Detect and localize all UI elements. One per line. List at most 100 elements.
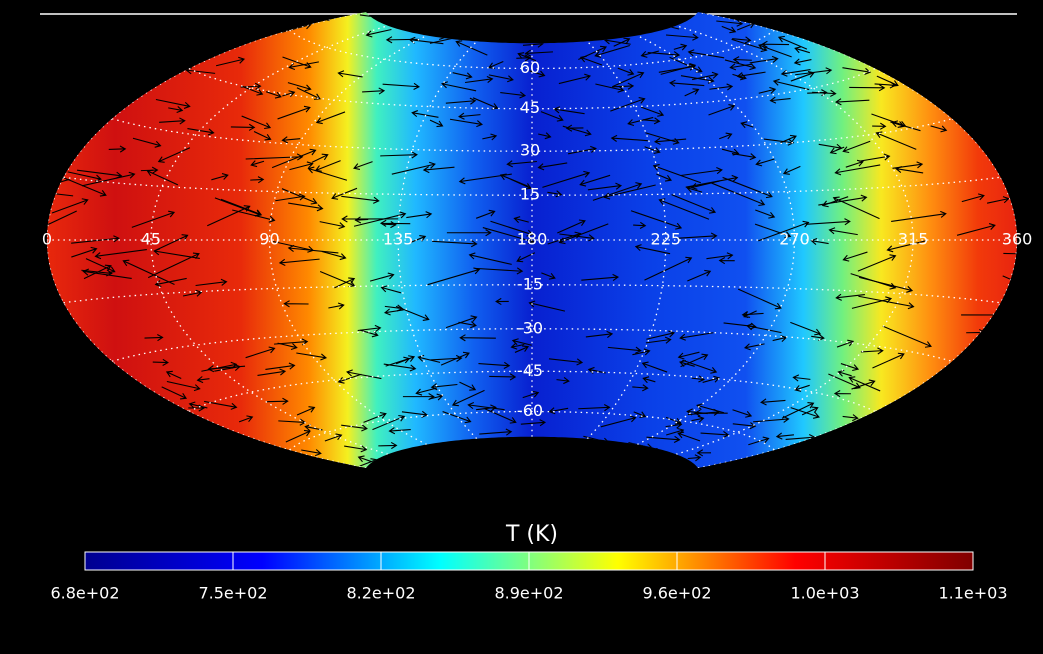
wind-arrow [337,70,363,78]
graticule [46,12,1018,468]
wind-arrow [429,119,444,128]
wind-arrow [395,355,416,365]
wind-arrow [871,113,907,128]
wind-arrow [382,82,421,90]
wind-arrow [489,373,517,381]
map-area [46,12,1018,468]
latitude-label: -45 [517,361,543,380]
wind-arrow [834,98,870,106]
wind-arrow [579,55,603,66]
wind-arrow [195,278,228,287]
wind-arrow [685,174,739,188]
wind-arrow [287,82,312,92]
wind-arrow [422,166,455,174]
wind-arrow [607,346,642,354]
wind-arrow [537,162,568,171]
colorbar-title: T (K) [505,522,558,547]
wind-arrow [711,182,766,207]
wind-arrow [380,151,418,159]
wind-arrow [85,258,116,273]
wind-arrow [886,240,927,253]
wind-arrow [754,223,792,239]
wind-arrow [383,308,404,316]
latitude-label: 30 [520,141,540,160]
wind-arrow [215,56,246,67]
wind-arrow [706,252,734,260]
wind-arrow [716,19,744,27]
wind-arrow [777,35,808,50]
wind-arrow [818,194,868,206]
wind-arrow [289,161,314,171]
wind-arrow [595,83,625,93]
wind-arrow [641,361,668,373]
wind-arrow [781,402,815,419]
wind-arrow [165,370,182,380]
wind-arrow [676,232,718,240]
wind-arrow [384,304,404,312]
wind-arrow [281,136,301,144]
longitude-label: 315 [898,230,929,249]
wind-arrow [673,43,688,51]
wind-arrow [780,134,797,144]
longitude-label: 360 [1002,230,1033,249]
wind-arrow [848,376,881,392]
wind-arrow [592,182,643,201]
wind-arrow [769,96,791,104]
wind-arrow [656,173,672,182]
wind-arrow [277,105,311,120]
wind-arrow [986,196,1010,204]
wind-arrow [647,51,681,59]
wind-arrow [665,33,699,41]
longitude-label: 45 [141,230,161,249]
wind-arrow [758,86,777,94]
wind-arrow [748,436,770,446]
wind-arrow [656,21,680,30]
wind-arrow [459,334,496,342]
wind-arrow [640,50,660,58]
wind-arrow [721,25,737,34]
wind-arrow [500,91,527,99]
wind-arrow [557,219,586,234]
wind-arrow [687,454,702,462]
wind-arrow [956,223,996,236]
wind-arrow [665,421,683,429]
wind-arrow [775,432,795,440]
wind-arrow [432,240,478,248]
wind-arrow [736,71,766,80]
wind-arrow [680,353,709,368]
wind-arrow [600,415,637,428]
wind-arrow [391,161,436,175]
wind-arrow [499,173,529,187]
wind-arrow [108,145,127,153]
wind-arrow [157,147,191,163]
wind-arrow [334,277,356,289]
wind-arrow [369,272,395,282]
wind-arrow [479,428,513,436]
wind-arrow [161,386,188,400]
wind-arrow [452,72,473,80]
wind-arrow [490,220,534,237]
wind-arrow [245,153,304,161]
wind-arrow [753,415,790,423]
wind-arrow [430,383,458,391]
wind-arrow [724,59,757,71]
wind-arrow [401,410,429,418]
wind-arrow [644,256,693,281]
wind-arrow [144,334,164,342]
wind-arrow [567,145,597,155]
wind-arrow [265,91,282,99]
wind-arrow [475,209,496,219]
wind-arrow [892,161,924,169]
wind-arrow [315,111,346,125]
wind-arrow [314,160,341,172]
wind-arrow [691,375,705,383]
wind-arrow [833,390,851,398]
wind-arrow [388,427,411,435]
wind-arrow [850,273,897,290]
wind-arrow [296,352,328,361]
wind-arrow [652,164,702,184]
wind-arrow [729,63,753,71]
wind-arrow [439,30,459,41]
wind-arrow [842,251,868,262]
